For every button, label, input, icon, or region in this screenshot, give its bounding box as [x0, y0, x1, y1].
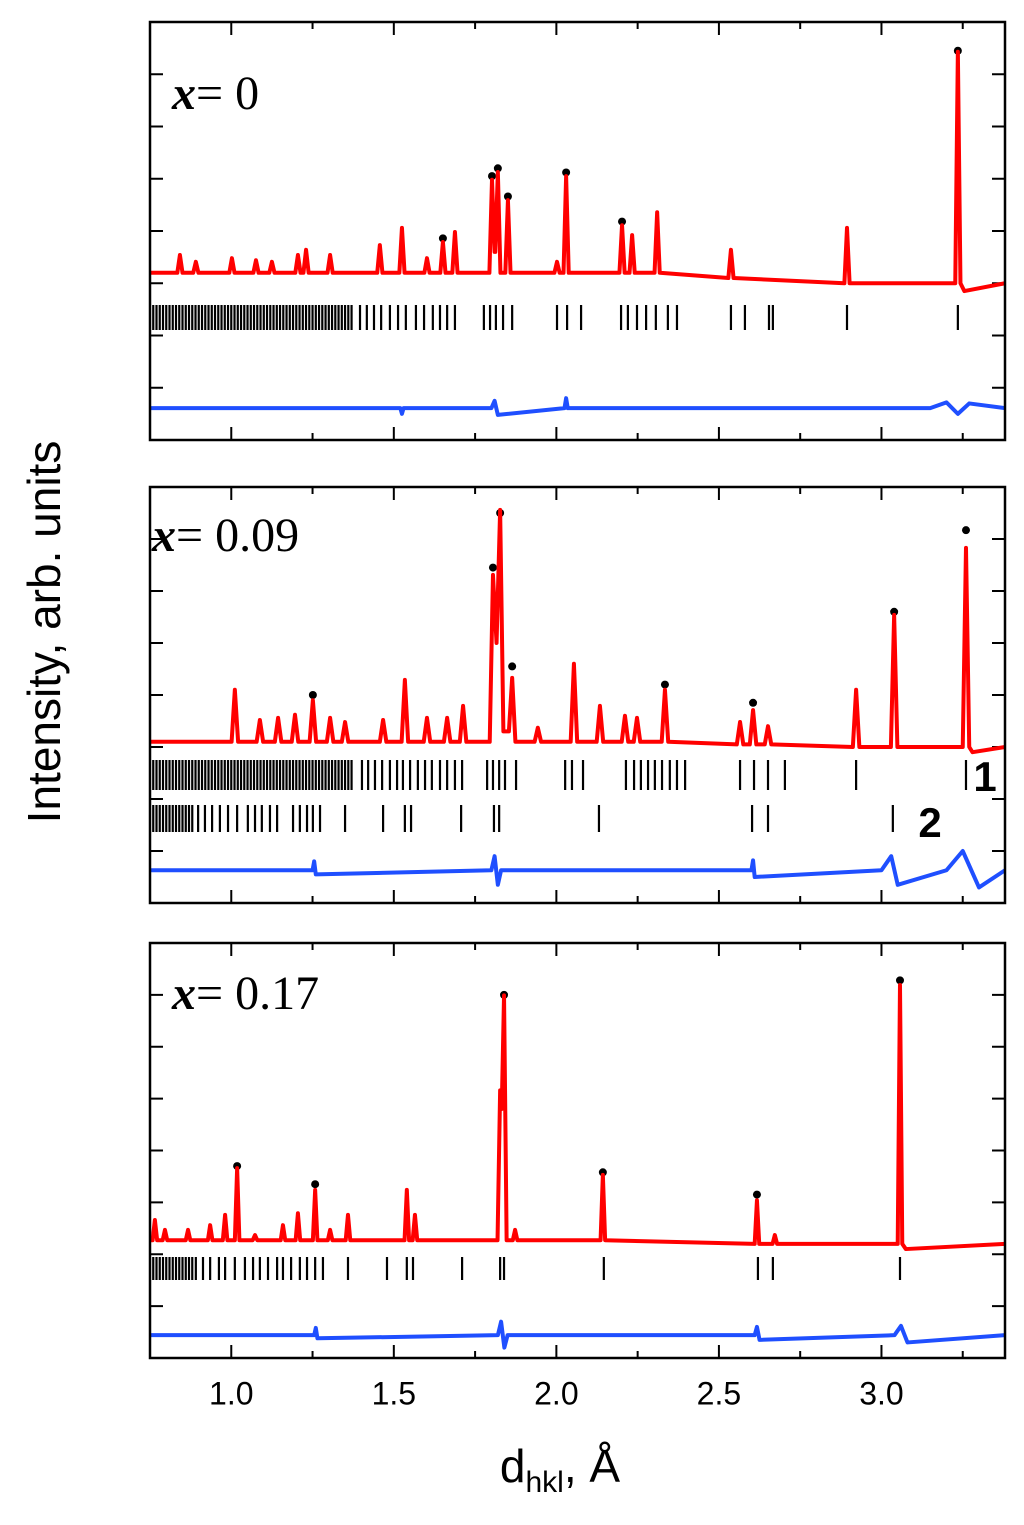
panel-frame — [148, 485, 1007, 905]
x-axis-label: dhkl, Å — [500, 1440, 621, 1499]
panel-label-variable: x — [151, 509, 176, 562]
observed-point — [488, 563, 497, 572]
x-axis-label-rest: , Å — [564, 1440, 621, 1492]
difference-curve — [150, 396, 1006, 417]
observed-point — [890, 607, 899, 616]
observed-point — [598, 1168, 607, 1177]
observed-point — [660, 680, 669, 689]
observed-point — [618, 217, 627, 226]
panel-frame — [148, 20, 1007, 442]
observed-point — [749, 698, 758, 707]
calculated-curve — [150, 49, 1006, 294]
x-tick-label: 2.0 — [534, 1375, 578, 1411]
observed-point — [438, 234, 447, 243]
observed-point — [562, 168, 571, 177]
panel-label-value: = 0 — [196, 67, 259, 120]
observed-point — [508, 662, 517, 671]
calculated-curve — [150, 507, 1006, 755]
observed-point — [961, 526, 970, 535]
calculated-curve — [150, 983, 1006, 1252]
y-axis-label: Intensity, arb. units — [18, 441, 70, 824]
x-tick-label: 3.0 — [859, 1375, 903, 1411]
observed-point — [895, 976, 904, 985]
x-axis-label-main: d — [500, 1440, 526, 1492]
panel-label: x= 0.17 — [171, 967, 319, 1020]
observed-point — [752, 1190, 761, 1199]
observed-point — [503, 192, 512, 201]
x-tick-label: 2.5 — [697, 1375, 741, 1411]
panel-label-variable: x — [171, 67, 196, 120]
panel-label: x= 0 — [171, 67, 259, 120]
panel-label-variable: x — [171, 967, 196, 1020]
observed-point — [311, 1180, 320, 1189]
x-axis-label-sub: hkl — [525, 1466, 563, 1499]
panel-label-value: = 0.17 — [196, 967, 319, 1020]
panel-frame — [148, 941, 1007, 1360]
panel-label: x= 0.09 — [151, 509, 299, 562]
difference-curve — [150, 1319, 1006, 1350]
x-tick-label: 1.5 — [372, 1375, 416, 1411]
phase-label: 2 — [918, 799, 941, 846]
x-tick-label: 1.0 — [209, 1375, 253, 1411]
observed-point — [493, 164, 502, 173]
difference-curve — [150, 849, 1007, 890]
observed-point — [488, 172, 496, 181]
panel-label-value: = 0.09 — [176, 509, 299, 562]
phase-label: 1 — [973, 753, 996, 800]
observed-point — [308, 691, 317, 699]
